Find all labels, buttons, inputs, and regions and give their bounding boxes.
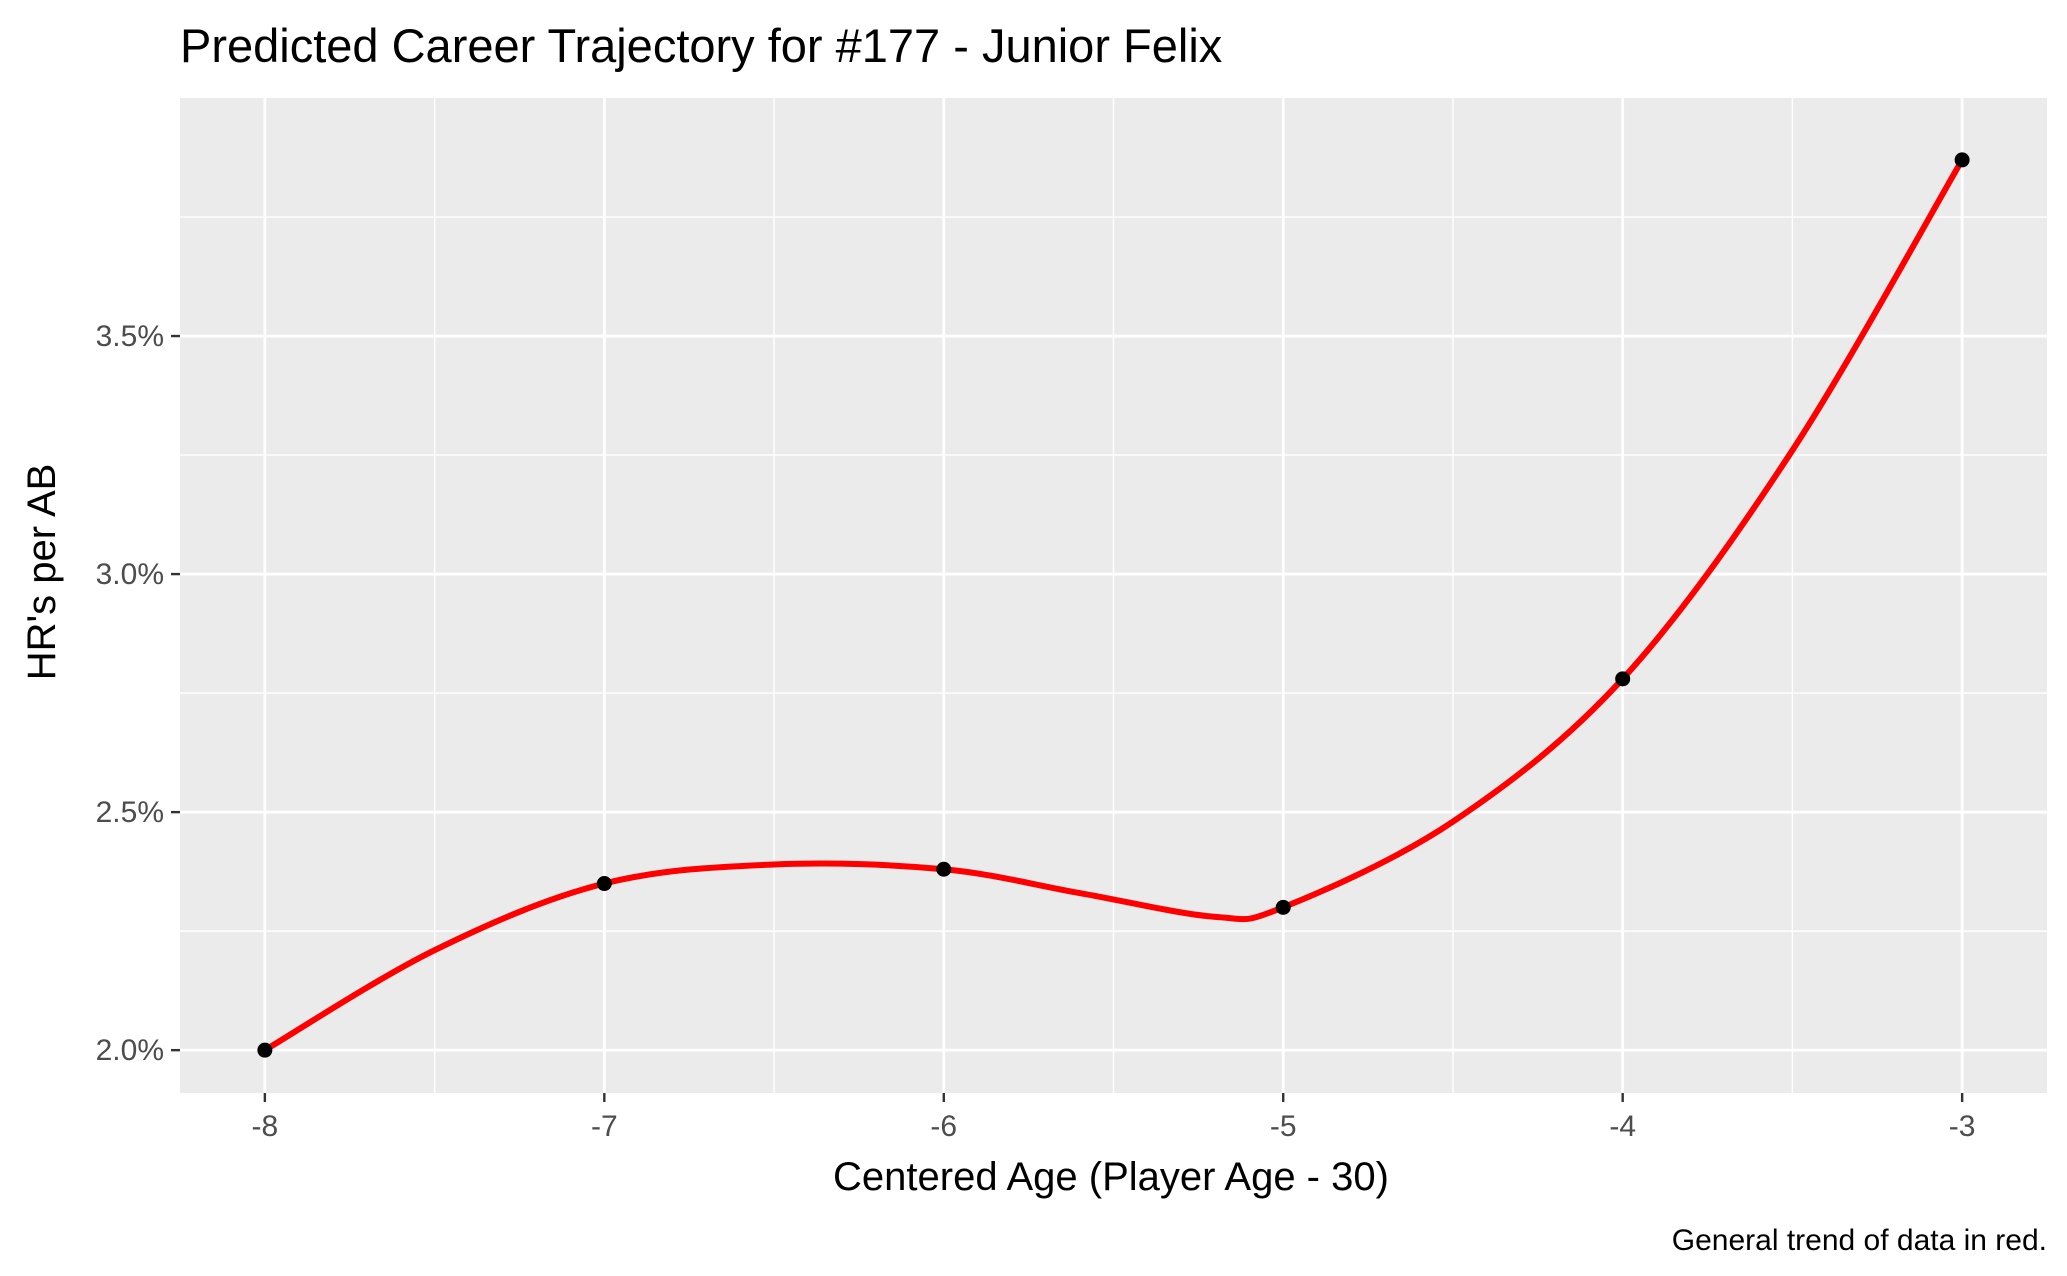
data-points [257, 152, 1970, 1058]
y-tick-label: 3.0% [96, 558, 164, 591]
x-tick-label: -4 [1609, 1110, 1636, 1143]
data-point [1615, 671, 1631, 687]
axis-ticks [171, 334, 1964, 1102]
y-tick-label: 2.0% [96, 1034, 164, 1067]
trend-line [261, 156, 1966, 1054]
data-point [1954, 152, 1970, 168]
y-tick-label: 3.5% [96, 320, 164, 353]
x-tick-label: -5 [1270, 1110, 1297, 1143]
minor-gridlines [180, 98, 2047, 1093]
x-axis-tick-labels: -8 -7 -6 -5 -4 -3 [252, 1110, 1976, 1143]
chart-title: Predicted Career Trajectory for #177 - J… [180, 19, 1222, 72]
x-axis-title: Centered Age (Player Age - 30) [833, 1155, 1389, 1199]
x-tick-label: -7 [591, 1110, 618, 1143]
y-tick-label: 2.5% [96, 796, 164, 829]
chart-caption: General trend of data in red. [1672, 1224, 2047, 1257]
data-point [257, 1042, 273, 1058]
x-tick-label: -8 [252, 1110, 279, 1143]
y-axis-title: HR's per AB [20, 464, 64, 681]
data-point [596, 876, 612, 892]
data-point [1275, 899, 1291, 915]
major-gridlines [180, 98, 2047, 1093]
y-axis-tick-labels: 2.0% 2.5% 3.0% 3.5% [96, 320, 164, 1067]
x-tick-label: -6 [930, 1110, 957, 1143]
x-tick-label: -3 [1949, 1110, 1976, 1143]
data-point [936, 861, 952, 877]
